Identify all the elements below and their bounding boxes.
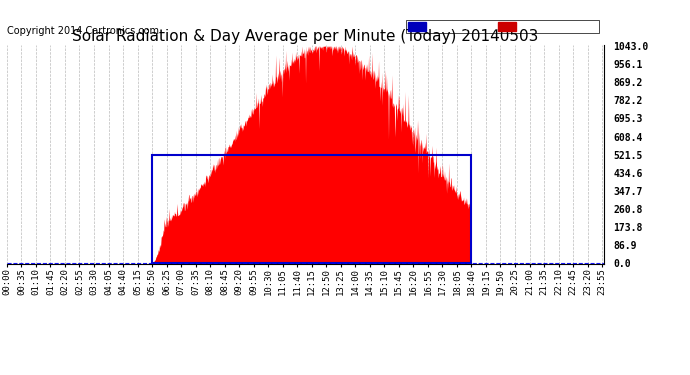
Text: Copyright 2014 Cartronics.com: Copyright 2014 Cartronics.com <box>7 26 159 36</box>
Legend: Median (W/m2), Radiation (W/m2): Median (W/m2), Radiation (W/m2) <box>406 20 599 33</box>
Title: Solar Radiation & Day Average per Minute (Today) 20140503: Solar Radiation & Day Average per Minute… <box>72 29 538 44</box>
Bar <box>152 154 471 263</box>
